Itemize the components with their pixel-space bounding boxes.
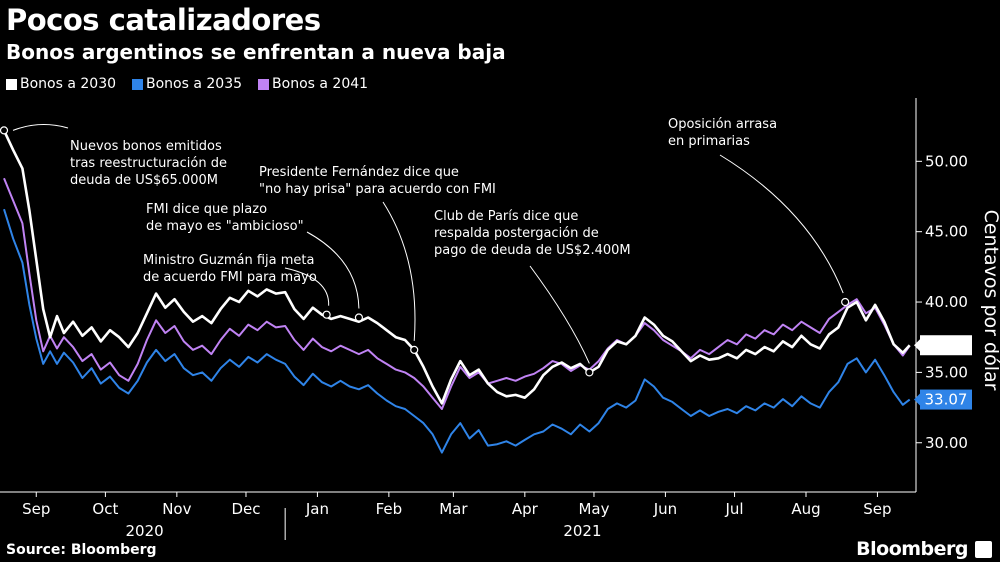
y-tick-label: 40.00: [925, 293, 968, 311]
annotation-text: de mayo es "ambicioso": [146, 219, 304, 234]
x-tick-label: Oct: [92, 500, 118, 518]
last-value-box: [920, 335, 972, 356]
year-label: 2021: [563, 522, 601, 540]
last-value-pointer: [914, 393, 920, 406]
y-tick-label: 50.00: [925, 152, 968, 170]
legend-label-2035: Bonos a 2035: [146, 76, 243, 92]
legend-label-2030: Bonos a 2030: [20, 76, 117, 92]
legend-item-2030: Bonos a 2030: [6, 76, 116, 92]
x-tick-label: May: [578, 500, 609, 518]
annotation-text: Nuevos bonos emitidos: [70, 139, 222, 154]
x-tick-label: Feb: [376, 500, 403, 518]
y-tick-label: 30.00: [925, 434, 968, 452]
x-tick-label: Apr: [512, 500, 539, 518]
annotation-marker: [354, 313, 364, 322]
annotation-arrow: [284, 267, 330, 306]
annotation-arrow: [529, 265, 590, 364]
series-line-bonos-a-2030: [2, 129, 911, 405]
last-value-label: 33.07: [925, 391, 968, 409]
last-value-box: [920, 389, 972, 410]
annotation-marker: [585, 368, 594, 377]
series-line-bonos-a-2041: [3, 177, 911, 410]
x-tick-label: Nov: [162, 500, 191, 518]
legend-label-2041: Bonos a 2041: [272, 76, 369, 92]
x-tick-label: Aug: [791, 500, 820, 518]
brand-logo: Bloomberg: [856, 538, 968, 560]
x-tick-label: Dec: [231, 500, 260, 518]
annotation-arrow: [12, 124, 69, 131]
year-label: 2020: [125, 522, 163, 540]
y-tick-label: 45.00: [925, 223, 968, 241]
annotation-arrow: [382, 201, 416, 341]
annotation-text: pago de deuda de US$2.400M: [434, 243, 631, 258]
y-axis-label: Centavos por dólar: [980, 210, 1000, 391]
legend-swatch-2030: [6, 78, 17, 90]
annotation-text: deuda de US$65.000M: [70, 173, 218, 188]
chart-subtitle: Bonos argentinos se enfrentan a nueva ba…: [6, 40, 506, 64]
annotation-text: tras reestructuración de: [70, 156, 227, 171]
last-value-label: 36.93: [925, 336, 968, 354]
annotation-text: Club de París dice que: [434, 209, 578, 224]
annotation-text: "no hay prisa" para acuerdo con FMI: [259, 182, 496, 197]
legend-item-2035: Bonos a 2035: [132, 76, 242, 92]
annotation-marker: [0, 126, 9, 135]
annotation-text: de acuerdo FMI para mayo: [143, 270, 317, 285]
source-note: Source: Bloomberg: [6, 542, 157, 558]
series-line-bonos-a-2035: [3, 208, 911, 454]
chart-title: Pocos catalizadores: [6, 3, 321, 37]
legend-swatch-2041: [258, 78, 270, 90]
x-tick-label: Sep: [863, 500, 891, 518]
legend: Bonos a 2030 Bonos a 2035 Bonos a 2041: [6, 76, 368, 92]
x-tick-label: Jun: [653, 500, 677, 518]
x-tick-label: Jan: [305, 500, 329, 518]
annotation-text: en primarias: [668, 134, 750, 149]
legend-swatch-2035: [132, 78, 144, 90]
bloomberg-icon: [975, 541, 992, 558]
annotation-text: Ministro Guzmán fija meta: [143, 253, 314, 268]
annotation-text: Presidente Fernández dice que: [259, 165, 459, 180]
annotation-marker: [841, 297, 850, 307]
annotation-text: FMI dice que plazo: [146, 202, 267, 217]
annotation-text: Oposición arrasa: [668, 117, 777, 132]
annotation-marker: [410, 345, 419, 354]
annotation-text: respalda postergación de: [434, 226, 599, 241]
annotation-marker: [322, 310, 331, 319]
x-tick-label: Sep: [22, 500, 50, 518]
annotation-arrow: [719, 154, 844, 294]
annotation-arrow: [306, 231, 360, 309]
x-tick-label: Jul: [724, 500, 743, 518]
y-tick-label: 35.00: [925, 363, 968, 381]
x-tick-label: Mar: [439, 500, 468, 518]
legend-item-2041: Bonos a 2041: [258, 76, 368, 92]
last-value-pointer: [914, 339, 920, 352]
